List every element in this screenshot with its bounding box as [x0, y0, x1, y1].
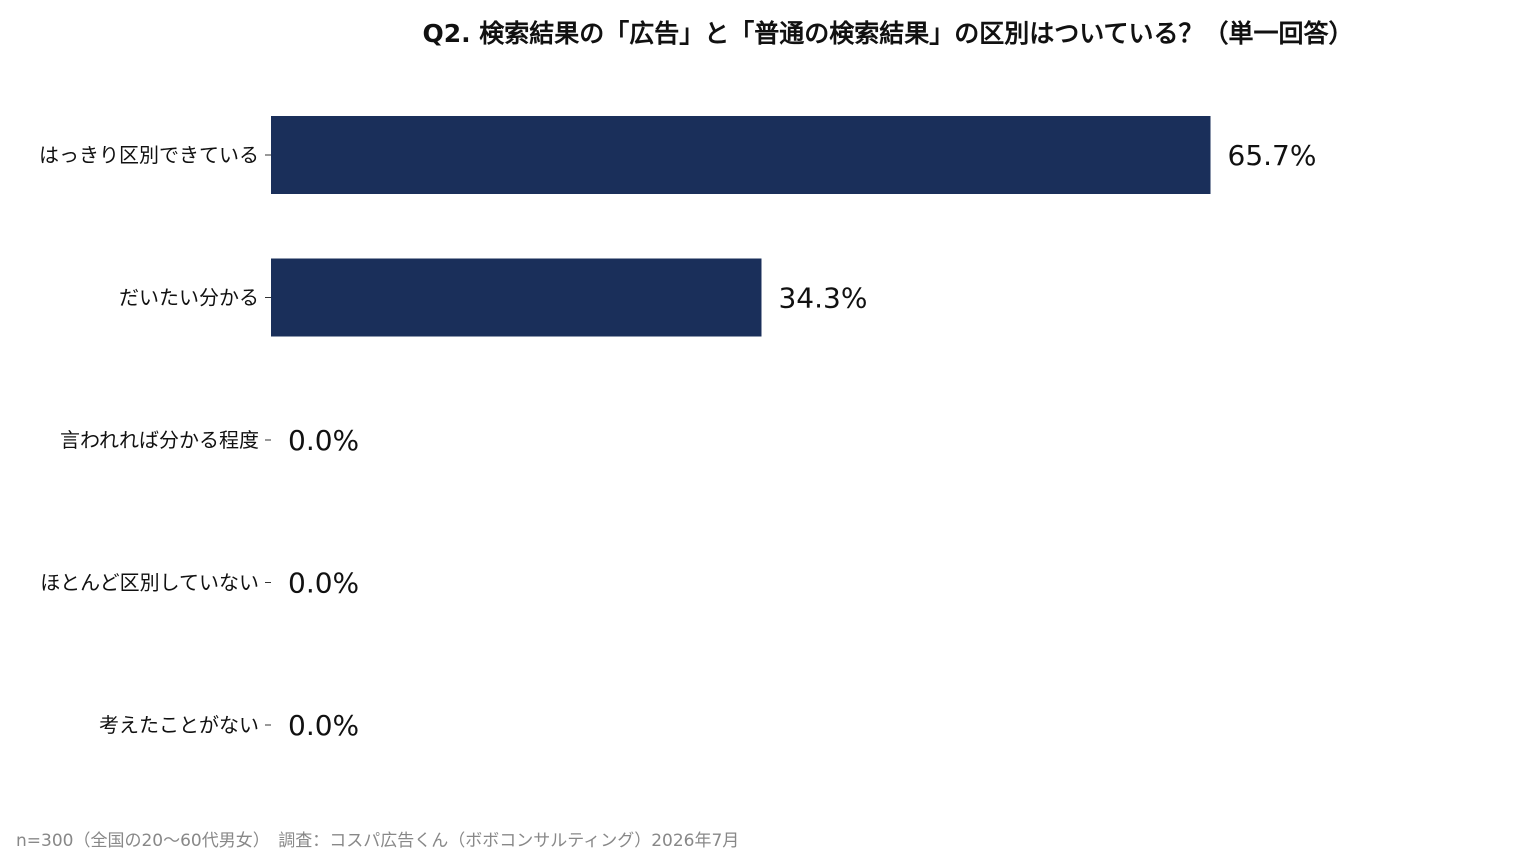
bar	[271, 258, 762, 337]
footnote: n=300（全国の20〜60代男女） 調査：コスパ広告くん（ボボコンサルティング…	[16, 831, 740, 851]
data-label: 65.7%	[1228, 139, 1317, 172]
data-label: 0.0%	[288, 709, 359, 742]
bar	[271, 116, 1211, 194]
data-label: 34.3%	[778, 282, 867, 315]
y-tick-label: だいたい分かる	[119, 286, 259, 310]
data-label: 0.0%	[288, 424, 359, 457]
data-label: 0.0%	[288, 567, 359, 600]
chart-title: Q2. 検索結果の「広告」と「普通の検索結果」の区別はついている？（単一回答）	[422, 19, 1354, 48]
y-tick-label: 考えたことがない	[99, 713, 259, 737]
y-tick-label: はっきり区別できている	[39, 143, 259, 167]
y-tick-label: ほとんど区別していない	[40, 571, 259, 595]
y-tick-label: 言われれば分かる程度	[60, 428, 259, 452]
